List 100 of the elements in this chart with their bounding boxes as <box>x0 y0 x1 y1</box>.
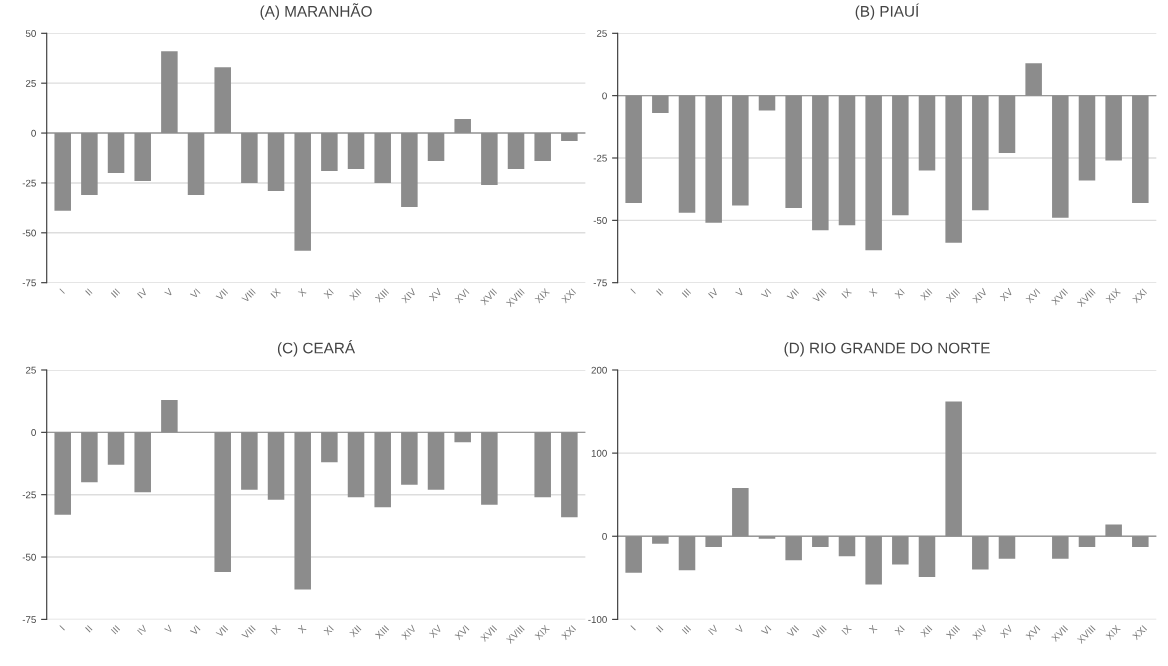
x-tick-label: VII <box>215 625 229 638</box>
y-tick-label: -50 <box>22 553 36 561</box>
bar <box>1105 524 1122 537</box>
bar <box>812 536 829 548</box>
x-tick-label: VIII <box>812 625 827 640</box>
y-tick-label: 100 <box>591 449 607 457</box>
x-tick-label: III <box>681 625 692 635</box>
x-tick-label: XII <box>920 288 933 301</box>
x-tick-label: XXI <box>561 625 577 641</box>
x-tick-label: III <box>110 625 121 635</box>
x-tick-label: IX <box>841 624 852 636</box>
x-tick-label: XI <box>323 625 334 636</box>
bar <box>321 133 338 171</box>
x-tick-label: X <box>868 287 878 297</box>
x-tick-label: XIV <box>401 624 417 641</box>
chart-title: (D) RIO GRANDE DO NORTE <box>784 342 990 357</box>
x-tick-label: V <box>735 624 745 634</box>
bar <box>998 536 1016 559</box>
y-tick-label: -75 <box>22 279 36 287</box>
bar <box>1132 536 1149 548</box>
y-tick-label: -50 <box>593 217 607 224</box>
y-tick-label: 25 <box>25 79 36 87</box>
bar <box>945 401 962 537</box>
bar <box>1052 536 1069 559</box>
bar <box>678 536 696 571</box>
x-tick-label: XIX <box>1105 624 1121 641</box>
x-tick-label: XIII <box>374 288 390 303</box>
y-tick-label: -75 <box>22 616 36 623</box>
bar <box>481 133 498 185</box>
bar <box>347 133 365 169</box>
bar <box>134 133 151 181</box>
bar <box>561 133 578 142</box>
x-tick-label: II <box>85 625 93 633</box>
x-tick-label: II <box>656 288 664 296</box>
x-tick-label: XXI <box>561 288 577 304</box>
bar <box>972 536 989 570</box>
x-tick-label: XI <box>894 625 905 636</box>
bar <box>705 536 722 548</box>
x-tick-label: VII <box>786 288 800 301</box>
x-tick-label: IV <box>137 624 148 636</box>
x-tick-label: V <box>164 287 174 298</box>
chart-title: (A) MARANHÃO <box>260 3 372 20</box>
x-tick-label: V <box>164 624 174 634</box>
x-tick-label: VI <box>189 625 201 636</box>
bar <box>652 536 669 544</box>
x-tick-label: III <box>681 288 692 298</box>
bar <box>785 536 802 561</box>
x-tick-label: XVI <box>454 288 470 304</box>
y-tick-label: 0 <box>31 129 36 137</box>
bar <box>81 133 98 195</box>
x-tick-label: III <box>110 288 121 298</box>
y-tick-label: -100 <box>588 616 607 623</box>
bar <box>374 133 391 183</box>
x-tick-label: XII <box>349 625 362 638</box>
x-tick-label: II <box>85 288 93 296</box>
x-tick-label: IV <box>708 624 719 636</box>
bar <box>214 67 231 134</box>
x-tick-label: XIII <box>374 625 390 640</box>
x-tick-label: VI <box>189 288 201 299</box>
y-tick-label: -25 <box>22 491 36 499</box>
x-tick-label: I <box>630 288 636 294</box>
x-tick-label: XI <box>323 288 334 299</box>
bar <box>918 536 936 577</box>
x-tick-label: II <box>656 625 664 633</box>
bar <box>732 488 749 537</box>
x-tick-label: IX <box>270 624 281 636</box>
bar <box>187 133 205 195</box>
x-tick-label: X <box>297 624 307 634</box>
y-tick-label: 25 <box>596 30 607 37</box>
x-tick-label: XV <box>999 624 1014 639</box>
bar <box>401 133 418 207</box>
x-tick-label: XIII <box>945 625 960 640</box>
x-tick-label: XIV <box>971 287 988 304</box>
bar <box>427 133 445 161</box>
bar <box>454 119 471 134</box>
x-tick-label: IV <box>137 287 148 299</box>
y-tick-label: 200 <box>591 366 607 374</box>
bar <box>758 536 776 539</box>
x-tick-label: VIII <box>241 288 256 303</box>
x-tick-label: I <box>630 625 636 631</box>
bar <box>161 51 178 134</box>
bar <box>241 133 258 183</box>
x-tick-label: XIX <box>534 624 550 641</box>
x-tick-label: IX <box>270 287 281 299</box>
x-tick-label: VI <box>760 288 772 299</box>
bar <box>892 536 909 565</box>
x-tick-label: IV <box>708 287 719 299</box>
x-tick-label: I <box>59 288 65 294</box>
x-tick-label: XII <box>920 625 933 638</box>
x-tick-label: X <box>868 624 878 634</box>
x-tick-label: XIV <box>971 624 988 641</box>
bar <box>267 133 285 191</box>
y-tick-label: 0 <box>602 92 607 100</box>
bar <box>294 133 311 251</box>
y-tick-label: 0 <box>31 429 36 436</box>
y-tick-label: 0 <box>602 532 607 540</box>
x-tick-label: XIX <box>1105 287 1121 304</box>
y-tick-label: -25 <box>22 179 36 187</box>
x-tick-label: XV <box>428 624 443 639</box>
x-tick-label: VIII <box>241 625 256 640</box>
